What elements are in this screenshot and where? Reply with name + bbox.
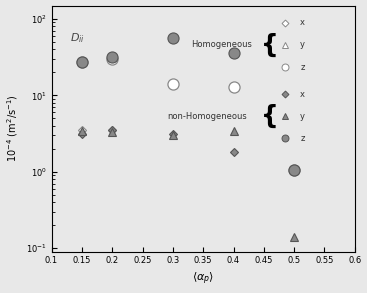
Text: y: y	[300, 40, 305, 50]
Text: z: z	[300, 63, 305, 71]
Text: {: {	[261, 104, 279, 128]
Text: $D_{ii}$: $D_{ii}$	[70, 31, 84, 45]
Text: {: {	[261, 33, 279, 57]
X-axis label: $\langle\alpha_p\rangle$: $\langle\alpha_p\rangle$	[192, 271, 214, 287]
Text: x: x	[300, 90, 305, 99]
Text: z: z	[300, 134, 305, 143]
Text: Homogeneous: Homogeneous	[191, 40, 252, 50]
Text: x: x	[300, 18, 305, 27]
Text: y: y	[300, 112, 305, 121]
Text: non-Homogeneous: non-Homogeneous	[167, 112, 247, 121]
Y-axis label: $10^{-4}$ (m$^2$/s$^{-1}$): $10^{-4}$ (m$^2$/s$^{-1}$)	[6, 95, 20, 163]
